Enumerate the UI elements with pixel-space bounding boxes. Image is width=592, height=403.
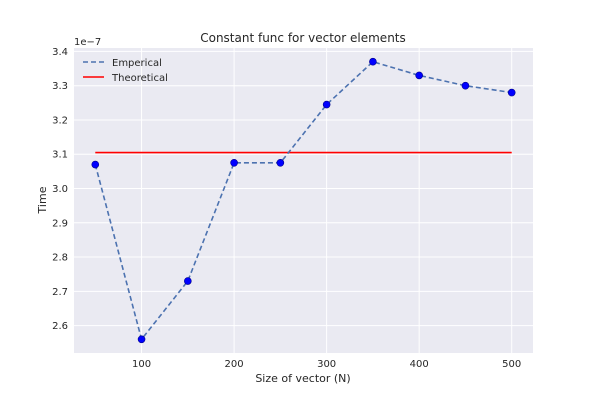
y-tick-label: 2.8 [52, 253, 68, 264]
y-tick-label: 3.0 [52, 184, 68, 195]
emperical-point [230, 159, 238, 167]
emperical-point [322, 100, 331, 109]
x-tick-label: 400 [410, 359, 429, 370]
x-tick-label: 100 [132, 359, 151, 370]
y-tick-label: 2.9 [52, 218, 68, 229]
y-offset-text: 1e−7 [74, 37, 101, 48]
y-axis-label: Time [36, 186, 49, 214]
x-tick-label: 300 [317, 359, 336, 370]
emperical-point [415, 71, 423, 80]
plot-area [74, 48, 533, 353]
emperical-point [137, 335, 146, 344]
x-tick-label: 500 [502, 359, 521, 370]
grid [74, 48, 533, 353]
x-axis-label: Size of vector (N) [255, 372, 350, 385]
series-layer [91, 57, 516, 344]
x-tick-label: 200 [225, 359, 244, 370]
y-tick-label: 3.3 [52, 81, 68, 92]
y-tick-label: 3.1 [52, 150, 68, 161]
emperical-point [91, 160, 100, 169]
emperical-point [507, 88, 516, 97]
tick-labels: 100 200 300 400 500 2.6 2.7 2.8 2.9 3.0 3.1 3.2 3.3 3… [52, 47, 521, 370]
y-tick-label: 2.6 [52, 321, 68, 332]
emperical-point [461, 81, 470, 90]
emperical-point [276, 159, 285, 167]
emperical-line [94, 60, 512, 342]
chart-title: Constant func for vector elements [200, 31, 406, 45]
legend-theoretical-label: Theoretical [111, 73, 168, 84]
y-tick-label: 3.2 [52, 115, 68, 126]
legend-emperical-label: Emperical [112, 58, 162, 69]
emperical-point [184, 277, 192, 285]
legend: Emperical Theoretical [83, 58, 168, 84]
y-tick-label: 2.7 [52, 287, 68, 298]
emperical-point [369, 57, 377, 66]
y-tick-label: 3.4 [52, 47, 68, 58]
